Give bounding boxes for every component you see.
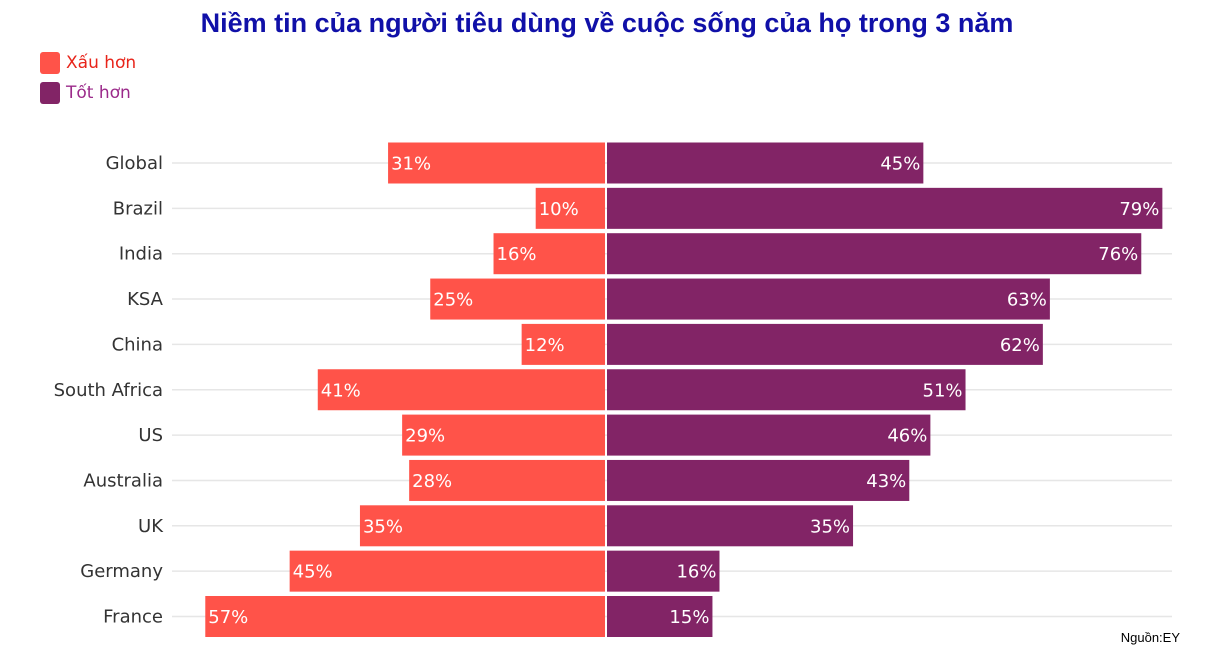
legend-label-better: Tốt hơn (66, 83, 131, 103)
data-label-better: 76% (1098, 244, 1138, 265)
data-label-worse: 35% (363, 516, 403, 537)
bar-better (607, 233, 1142, 275)
data-label-worse: 28% (412, 471, 452, 492)
data-label-better: 45% (880, 154, 920, 175)
bar-better (607, 596, 713, 637)
category-label: UK (138, 516, 164, 537)
legend: Xấu hơn Tốt hơn (40, 48, 136, 108)
bar-worse (359, 505, 605, 547)
category-label: South Africa (54, 380, 163, 401)
data-label-worse: 41% (321, 380, 361, 401)
category-label: China (112, 334, 163, 355)
source-note: Nguồn:EY (1120, 630, 1180, 645)
legend-swatch-better (40, 82, 60, 104)
data-label-worse: 45% (293, 562, 333, 583)
bar-better (607, 187, 1163, 229)
category-label: Australia (83, 470, 163, 491)
bar-worse (493, 233, 605, 275)
bar-worse (535, 187, 605, 229)
bar-better (607, 414, 931, 456)
bar-worse (402, 414, 605, 456)
data-label-better: 46% (887, 426, 927, 447)
data-label-worse: 16% (497, 244, 537, 265)
bar-better (607, 369, 966, 411)
bar-worse (409, 459, 605, 501)
category-label: Germany (80, 561, 163, 582)
data-label-better: 35% (810, 516, 850, 537)
data-label-worse: 31% (391, 154, 431, 175)
bar-worse (521, 323, 605, 365)
data-label-better: 16% (676, 562, 716, 583)
bar-better (607, 323, 1043, 365)
bar-better (607, 459, 910, 501)
data-label-worse: 12% (525, 335, 565, 356)
data-label-better: 79% (1119, 199, 1159, 220)
data-label-better: 62% (1000, 335, 1040, 356)
category-label: India (119, 244, 163, 265)
bar-better (607, 505, 854, 547)
data-label-better: 63% (1007, 290, 1047, 311)
legend-item-better: Tốt hơn (40, 78, 136, 108)
data-label-worse: 57% (208, 607, 248, 628)
category-label: Brazil (113, 198, 163, 219)
category-label: KSA (127, 289, 164, 310)
legend-label-worse: Xấu hơn (66, 53, 137, 73)
bar-worse (289, 550, 605, 592)
category-label: US (138, 425, 163, 446)
category-label: Global (106, 153, 163, 174)
data-label-better: 51% (923, 380, 963, 401)
bar-better (607, 550, 720, 592)
bar-worse (430, 278, 605, 320)
bar-better (607, 142, 924, 184)
category-label: France (103, 607, 163, 628)
bar-worse (388, 142, 605, 184)
data-label-better: 43% (866, 471, 906, 492)
chart-title: Niềm tin của người tiêu dùng về cuộc sốn… (200, 8, 1014, 38)
data-label-better: 15% (669, 607, 709, 628)
data-label-worse: 25% (433, 290, 473, 311)
legend-swatch-worse (40, 52, 60, 74)
legend-item-worse: Xấu hơn (40, 48, 136, 78)
bar-better (607, 278, 1050, 320)
bar-worse (205, 596, 606, 637)
data-label-worse: 10% (539, 199, 579, 220)
bar-worse (317, 369, 605, 411)
data-label-worse: 29% (405, 426, 445, 447)
